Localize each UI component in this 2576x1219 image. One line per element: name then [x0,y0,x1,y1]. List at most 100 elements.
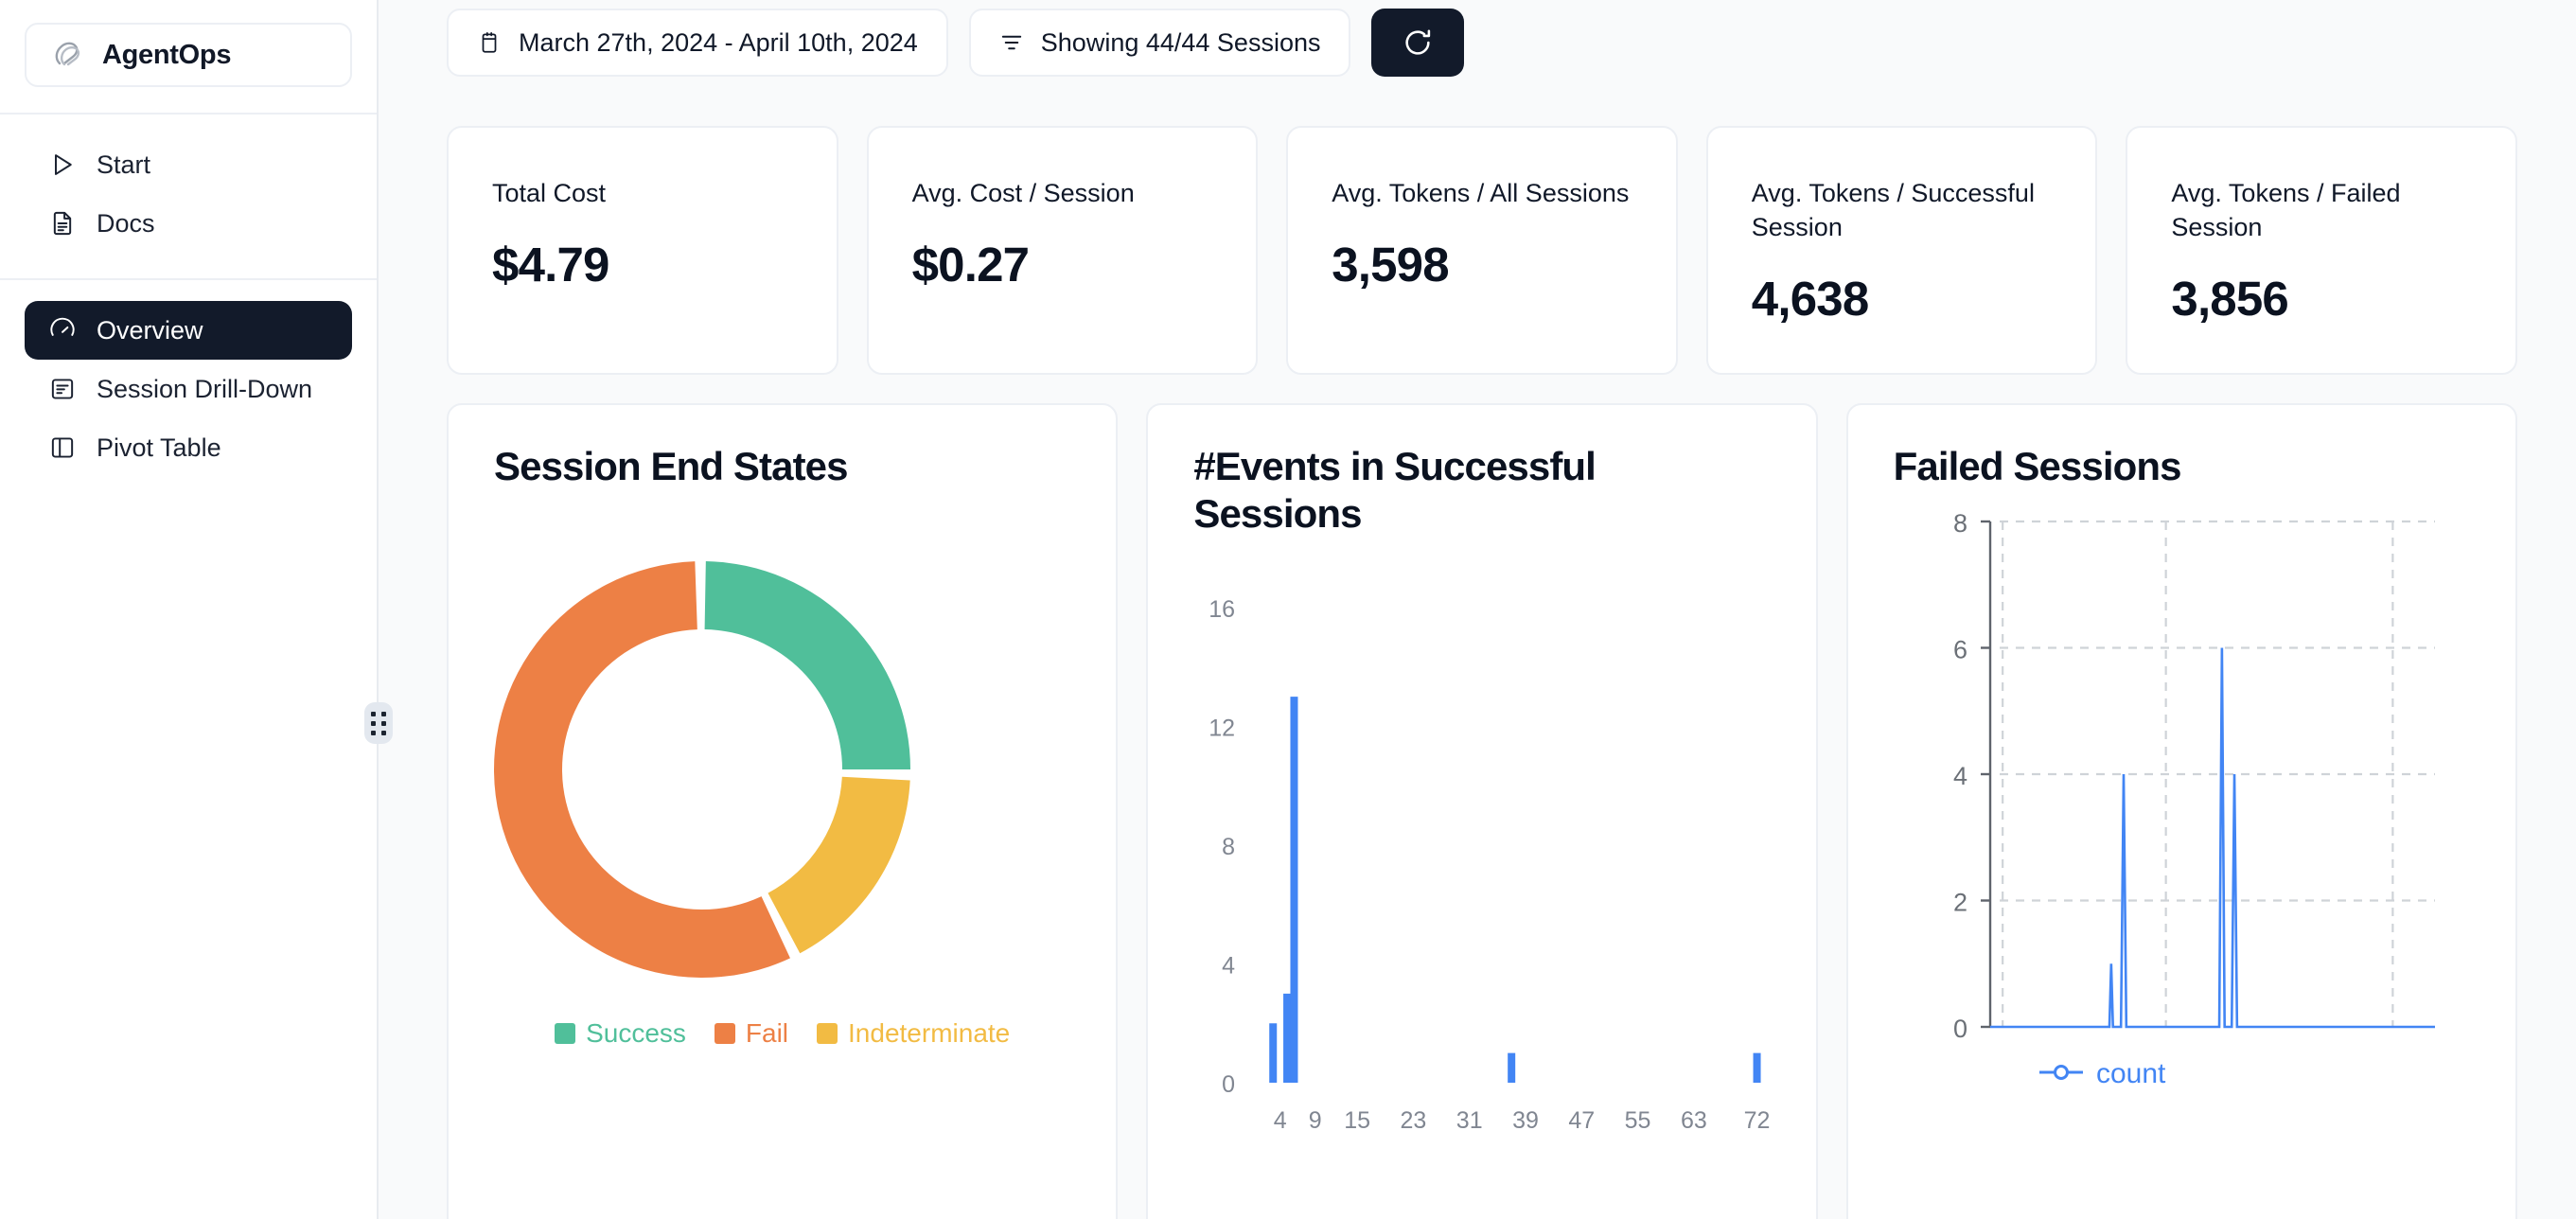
legend-item-success[interactable]: Success [555,1018,686,1049]
chart-card-failed-sessions: Failed Sessions 0 2 4 6 8 count [1845,403,2517,1219]
histogram-bar[interactable] [1269,1023,1278,1083]
histogram-bar[interactable] [1290,697,1298,1083]
sidebar-divider-1 [0,113,377,115]
x-tick-label: 23 [1401,1107,1427,1134]
histogram-bar[interactable] [1508,1052,1516,1083]
y-tick-label: 12 [1209,716,1236,742]
donut-segment-indeterminate[interactable] [768,776,910,954]
kpi-card-avg-cost-per-session: Avg. Cost / Session $0.27 [866,126,1259,375]
x-tick-label: 39 [1512,1107,1539,1134]
donut-chart-legend: Success Fail Indeterminate [449,1018,1116,1049]
y-tick-label: 16 [1209,596,1236,623]
chart-title: Failed Sessions [1893,444,2182,488]
main-content: March 27th, 2024 - April 10th, 2024 Show… [379,0,2576,1219]
x-tick-label: 4 [1274,1107,1287,1134]
sidebar-item-label: Start [97,150,151,179]
line-series-count[interactable] [1989,647,2435,1029]
x-tick-label: 9 [1309,1107,1322,1134]
sidebar-nav-group-primary: Start Docs [25,115,352,253]
legend-point-marker [2053,1065,2069,1080]
legend-label: Fail [745,1018,789,1048]
legend-swatch [714,1023,735,1044]
chart-card-session-end-states: Session End States Success Fail [447,403,1119,1219]
sidebar-item-docs[interactable]: Docs [25,194,352,253]
kpi-card-total-cost: Total Cost $4.79 [447,126,838,375]
kpi-card-avg-tokens-successful-session: Avg. Tokens / Successful Session 4,638 [1705,126,2098,375]
document-text-icon [49,210,76,237]
date-range-picker[interactable]: March 27th, 2024 - April 10th, 2024 [447,9,948,77]
refresh-icon [1402,26,1434,59]
legend-label: Indeterminate [848,1018,1011,1048]
sidebar-nav-group-secondary: Overview Session Drill-Down [25,280,352,477]
y-tick-label: 4 [1953,762,1967,790]
kpi-value: $4.79 [492,237,609,292]
kpi-label: Avg. Cost / Session [911,179,1135,207]
failed-sessions-legend[interactable]: count [2038,1058,2166,1089]
legend-label: count [2096,1058,2166,1089]
legend-swatch [817,1023,838,1044]
events-histogram-plot: 0 4 8 12 16 4 9 15 23 31 39 47 55 63 72 [1148,405,1815,1219]
sidebar-item-label: Docs [97,208,155,238]
legend-swatch [555,1023,576,1044]
y-tick-label: 8 [1953,509,1967,538]
x-tick-label: 55 [1625,1107,1651,1134]
kpi-value: 3,856 [2171,271,2288,326]
play-icon [49,151,76,178]
sidebar: AgentOps Start [0,0,393,1219]
kpi-value: 3,598 [1332,237,1449,292]
x-tick-label: 15 [1345,1107,1371,1134]
y-tick-label: 6 [1953,636,1967,664]
refresh-button[interactable] [1371,9,1465,77]
x-tick-label: 63 [1681,1107,1707,1134]
kpi-label: Avg. Tokens / Failed Session [2171,179,2401,241]
calendar-icon [477,30,502,55]
chart-title: #Events in Successful Sessions [1193,444,1597,536]
donut-segment-success[interactable] [704,561,910,769]
kpi-value: $0.27 [911,237,1030,292]
brand-name: AgentOps [102,39,232,70]
panel-split-icon [49,434,76,461]
sidebar-item-session-drill-down[interactable]: Session Drill-Down [25,360,352,418]
legend-item-indeterminate[interactable]: Indeterminate [817,1018,1010,1049]
kpi-label: Avg. Tokens / All Sessions [1332,179,1630,207]
failed-sessions-svg: 0 2 4 6 8 count [1953,509,2435,1089]
sidebar-item-label: Overview [97,315,203,344]
sidebar-item-pivot-table[interactable]: Pivot Table [25,418,352,477]
kpi-card-avg-tokens-failed-session: Avg. Tokens / Failed Session 3,856 [2126,126,2517,375]
kpi-card-avg-tokens-all-sessions: Avg. Tokens / All Sessions 3,598 [1286,126,1678,375]
list-box-icon [49,376,76,402]
x-tick-label: 72 [1744,1107,1771,1134]
failed-sessions-plot: 0 2 4 6 8 count [1848,405,2515,1219]
sidebar-resize-handle[interactable] [364,702,393,744]
y-tick-label: 8 [1222,834,1235,860]
y-tick-label: 4 [1222,953,1235,980]
sidebar-divider-2 [0,278,377,280]
y-tick-label: 0 [1222,1071,1235,1098]
donut-chart-plot [449,405,1116,1219]
donut-segment-fail[interactable] [493,561,790,978]
gauge-icon [49,317,76,344]
sessions-filter-button[interactable]: Showing 44/44 Sessions [968,9,1351,77]
sidebar-item-label: Session Drill-Down [97,374,313,403]
legend-item-fail[interactable]: Fail [714,1018,789,1049]
sidebar-item-label: Pivot Table [97,433,221,462]
toolbar: March 27th, 2024 - April 10th, 2024 Show… [447,0,2546,85]
sessions-filter-label: Showing 44/44 Sessions [1040,27,1321,57]
date-range-label: March 27th, 2024 - April 10th, 2024 [519,27,918,57]
kpi-label: Total Cost [492,179,607,207]
agentops-paperclip-logo-icon [51,39,83,71]
legend-label: Success [586,1018,686,1048]
x-tick-label: 31 [1456,1107,1483,1134]
sidebar-item-start[interactable]: Start [25,135,352,194]
y-tick-label: 2 [1953,889,1967,917]
sidebar-item-overview[interactable]: Overview [25,301,352,360]
kpi-label: Avg. Tokens / Successful Session [1751,179,2035,241]
chart-title: Session End States [494,444,848,488]
histogram-bar[interactable] [1753,1052,1761,1083]
histogram-bar[interactable] [1283,993,1292,1083]
brand-button[interactable]: AgentOps [25,23,352,87]
chart-card-events-in-successful-sessions: #Events in Successful Sessions 0 4 8 12 16 4 9… [1146,403,1818,1219]
donut-chart-svg [493,561,910,978]
filter-icon [999,30,1024,55]
